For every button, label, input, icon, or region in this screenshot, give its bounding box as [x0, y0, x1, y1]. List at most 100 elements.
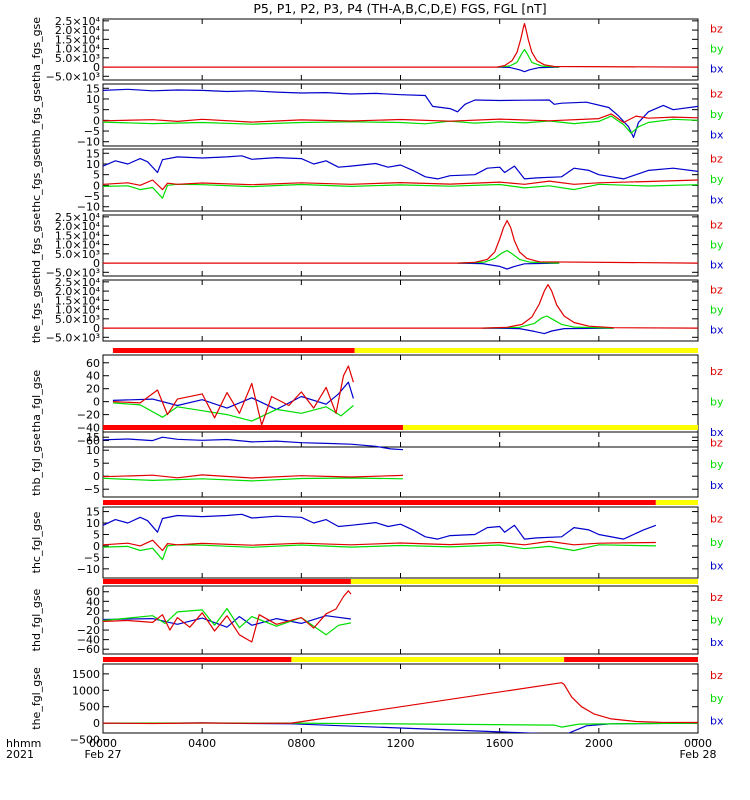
y-tick-label: 5	[93, 104, 100, 117]
legend-label-by: by	[710, 692, 724, 705]
y-tick-label: 15	[86, 506, 100, 519]
legend-label-bx: bx	[710, 479, 724, 492]
mode-bar-segment	[354, 348, 698, 353]
y-axis-label: thb_fgl_gse	[30, 433, 43, 496]
legend-label-bz: bz	[710, 22, 723, 35]
y-tick-label: −60	[77, 643, 100, 656]
legend-label-bx: bx	[710, 259, 724, 272]
y-tick-label: 2.5×10⁴	[55, 276, 101, 289]
panel-frame	[102, 18, 699, 81]
legend-label-bx: bx	[710, 426, 724, 439]
legend-label-bx: bx	[710, 63, 724, 76]
series-line-bx	[103, 615, 351, 628]
y-axis-label: thc_fgs_gse	[30, 148, 43, 213]
chart-title: P5, P1, P2, P3, P4 (TH-A,B,C,D,E) FGS, F…	[253, 1, 546, 16]
y-tick-label: 5.0×10³	[55, 248, 100, 261]
y-tick-label: 0	[93, 179, 100, 192]
series-line-bz	[112, 365, 354, 426]
y-tick-label: 10	[86, 517, 100, 530]
y-tick-label: 1000	[72, 684, 100, 697]
series-line-by	[103, 183, 698, 199]
legend-label-by: by	[710, 396, 724, 409]
y-tick-label: 60	[86, 357, 100, 370]
series-line-by	[103, 477, 404, 482]
chart-panels: 2.5×10⁴2.0×10⁴1.5×10⁴1.0×10⁴5.0×10³0−5.0…	[30, 15, 724, 747]
y-tick-label: 20	[86, 383, 100, 396]
y-tick-label: 20	[86, 605, 100, 618]
y-tick-label: 1.5×10⁴	[55, 33, 101, 46]
y-tick-label: −5.0×10³	[46, 266, 100, 279]
series-line-by	[457, 249, 560, 264]
x-tick-label: 0000	[684, 737, 712, 750]
y-tick-label: 60	[86, 586, 100, 599]
y-tick-label: −10	[77, 201, 100, 214]
series-line-bz	[103, 474, 404, 479]
series-line-bx	[457, 262, 560, 270]
y-tick-label: −10	[77, 563, 100, 576]
panel-frame	[102, 214, 699, 277]
y-tick-label: 0	[93, 717, 100, 730]
legend-label-bx: bx	[710, 715, 724, 728]
y-tick-label: 0	[93, 540, 100, 553]
x-tick-date-label: Feb 28	[680, 748, 717, 761]
y-tick-label: 0	[93, 322, 100, 335]
mode-bar-segment	[103, 657, 292, 662]
legend-label-bx: bx	[710, 324, 724, 337]
mode-bar-segment	[402, 425, 698, 430]
y-tick-label: 2.0×10⁴	[55, 220, 101, 233]
series-line-by	[103, 544, 656, 561]
y-tick-label: 1.5×10⁴	[55, 229, 101, 242]
legend-label-bz: bz	[710, 88, 723, 101]
y-tick-label: 5.0×10³	[55, 313, 100, 326]
series-line-by	[103, 607, 352, 636]
y-tick-label: 5	[93, 457, 100, 470]
y-tick-label: 1500	[72, 668, 100, 681]
y-axis-label: tha_fgs_gse	[30, 17, 43, 82]
y-tick-label: 1.5×10⁴	[55, 294, 101, 307]
y-tick-label: −20	[77, 409, 100, 422]
panel-the-fgl-gse: 1500 1000 500 0 −500 the_fgl_gse bz by bx	[30, 657, 724, 747]
panel-the-fgs-gse: 2.5×10⁴2.0×10⁴1.5×10⁴1.0×10⁴5.0×10³0−5.0…	[30, 276, 724, 344]
series-line-bz	[103, 539, 656, 552]
legend-label-bx: bx	[710, 636, 724, 649]
y-tick-label: 15	[86, 431, 100, 444]
x-tick-label: 0400	[188, 737, 216, 750]
series-line-bz	[103, 219, 698, 264]
panel-thd-fgs-gse: 2.5×10⁴2.0×10⁴1.5×10⁴1.0×10⁴5.0×10³0−5.0…	[30, 211, 724, 279]
mode-bar-segment	[655, 500, 698, 505]
y-tick-label: 0	[93, 61, 100, 74]
y-tick-label: −10	[77, 136, 100, 149]
y-tick-label: −5	[84, 125, 100, 138]
legend-label-bz: bz	[710, 669, 723, 682]
legend-label-bz: bz	[710, 365, 723, 378]
y-tick-label: −40	[77, 422, 100, 435]
series-line-by	[482, 315, 614, 329]
legend-label-by: by	[710, 173, 724, 186]
y-tick-label: 10	[86, 158, 100, 171]
y-tick-label: 40	[86, 370, 100, 383]
y-axis-label: thc_fgl_gse	[30, 511, 43, 573]
y-tick-label: −5.0×10³	[46, 331, 100, 344]
mode-bar-segment	[103, 579, 351, 584]
y-tick-label: 5	[93, 528, 100, 541]
legend-label-by: by	[710, 458, 724, 471]
y-tick-label: −40	[77, 634, 100, 647]
series-line-by	[103, 115, 698, 134]
legend-label-by: by	[710, 304, 724, 317]
y-tick-label: 40	[86, 595, 100, 608]
mode-bar-segment	[103, 500, 656, 505]
legend-label-by: by	[710, 613, 724, 626]
y-tick-label: 1.0×10⁴	[55, 43, 101, 56]
y-tick-label: 2.5×10⁴	[55, 211, 101, 224]
y-axis-label: the_fgl_gse	[30, 667, 43, 730]
y-axis-label: thb_fgs_gse	[30, 82, 43, 148]
y-tick-label: 5	[93, 169, 100, 182]
y-axis-label: the_fgs_gse	[30, 278, 43, 343]
y-tick-label: 500	[79, 701, 100, 714]
